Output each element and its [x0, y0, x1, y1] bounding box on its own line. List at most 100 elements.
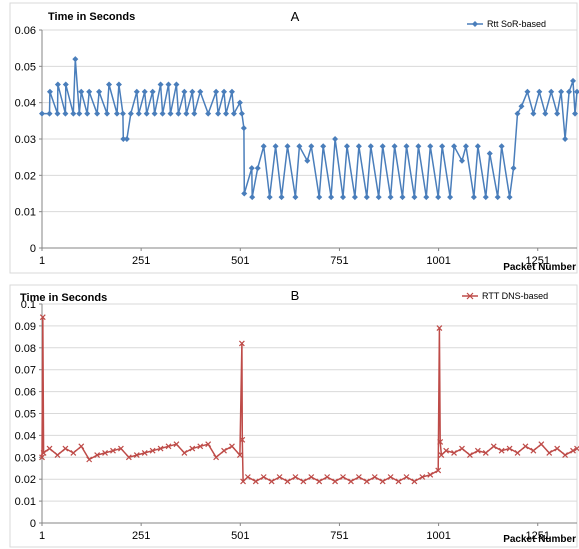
data-point: [572, 110, 579, 117]
data-point: [387, 194, 394, 201]
data-point: [62, 445, 69, 452]
data-point: [355, 474, 362, 480]
chart-panel-a: Time in Seconds A Rtt SoR-based 0 0.01 0.0…: [9, 2, 579, 274]
data-point: [236, 99, 243, 106]
chart-b-legend-marker: [466, 292, 474, 300]
data-point: [268, 478, 275, 485]
data-point: [554, 110, 561, 117]
data-point: [324, 474, 331, 480]
y-tick-label: 0.07: [15, 365, 36, 377]
data-point: [135, 110, 142, 117]
data-point: [260, 474, 267, 480]
data-point: [54, 452, 61, 459]
data-point: [403, 143, 410, 150]
data-point: [252, 478, 259, 485]
data-point: [300, 478, 307, 485]
data-point: [427, 143, 434, 150]
data-point: [510, 165, 517, 172]
y-tick-label: 0.06: [15, 387, 36, 399]
data-point: [221, 447, 227, 454]
data-point: [133, 88, 140, 95]
data-point: [332, 478, 339, 485]
data-point: [272, 143, 279, 150]
data-point: [110, 447, 116, 454]
data-point: [181, 449, 188, 456]
data-point: [570, 77, 577, 84]
chart-a-gridlines: [42, 29, 577, 249]
x-tick-label: 1251: [525, 255, 549, 267]
data-point: [151, 110, 158, 117]
data-point: [506, 445, 513, 452]
data-point: [435, 194, 442, 201]
data-point: [316, 194, 323, 201]
data-point: [106, 81, 113, 88]
data-point: [363, 194, 370, 201]
data-point: [506, 194, 513, 201]
data-point: [173, 81, 180, 88]
chart-a-x-axis-label: Packet Number: [503, 262, 576, 273]
data-point: [558, 88, 565, 95]
data-point: [197, 443, 204, 450]
data-point: [76, 110, 83, 117]
data-point: [435, 467, 442, 474]
data-point: [54, 81, 61, 88]
data-point: [72, 56, 79, 63]
y-tick-label: 0: [30, 518, 36, 530]
x-tick-label: 251: [132, 255, 150, 267]
x-tick-label: 501: [231, 530, 249, 542]
data-point: [542, 110, 549, 117]
data-point: [284, 478, 291, 485]
data-point: [451, 449, 457, 456]
data-point: [241, 190, 248, 197]
data-point: [474, 143, 481, 150]
x-tick-label: 1: [39, 255, 45, 267]
data-point: [62, 110, 69, 117]
data-point: [115, 81, 122, 88]
data-point: [157, 81, 164, 88]
data-point: [403, 474, 410, 480]
data-point: [133, 452, 140, 459]
chart-b-legend-label: RTT DNS-based: [482, 291, 548, 301]
chart-b-y-ticks: 0 0.01 0.02 0.03 0.04 0.05 0.06 0.07 0.08 0.09 0.1: [15, 299, 42, 530]
chart-panel-b: Time in Seconds B RTT DNS-based 0 0.01 0.0…: [9, 284, 579, 548]
data-point: [70, 449, 77, 456]
chart-b-series: [39, 314, 579, 485]
data-point: [94, 452, 101, 459]
data-point: [415, 143, 422, 150]
data-point: [239, 436, 246, 443]
data-point: [423, 194, 430, 201]
data-point: [223, 110, 230, 117]
data-point: [78, 443, 85, 450]
data-point: [125, 454, 132, 461]
x-tick-label: 1001: [426, 255, 450, 267]
data-point: [197, 88, 204, 95]
chart-a-y-axis-label: Time in Seconds: [48, 11, 135, 23]
y-tick-label: 0: [30, 243, 36, 255]
y-tick-label: 0.1: [21, 299, 36, 311]
data-point: [391, 143, 398, 150]
chart-a-y-ticks: 0 0.01 0.02 0.03 0.04 0.05 0.06: [15, 25, 42, 255]
chart-a-panel-label: A: [291, 9, 300, 24]
y-tick-label: 0.04: [15, 430, 36, 442]
data-point: [189, 88, 196, 95]
chart-b-x-ticks: 1 251 501 751 1001 1251: [39, 523, 550, 542]
data-point: [175, 110, 182, 117]
x-tick-label: 1001: [426, 530, 450, 542]
data-point: [494, 194, 501, 201]
chart-a-legend: Rtt SoR-based: [467, 19, 546, 29]
data-point: [249, 194, 256, 201]
y-tick-label: 0.06: [15, 25, 36, 37]
data-point: [439, 143, 446, 150]
data-point: [371, 474, 378, 480]
data-point: [96, 88, 103, 95]
data-point: [546, 449, 553, 456]
data-point: [419, 474, 426, 480]
data-point: [379, 143, 386, 150]
data-point: [238, 340, 245, 347]
data-point: [498, 447, 505, 454]
data-point: [570, 447, 576, 454]
data-point: [84, 110, 91, 117]
data-point: [70, 110, 77, 117]
data-point: [482, 449, 489, 456]
data-point: [266, 194, 273, 201]
